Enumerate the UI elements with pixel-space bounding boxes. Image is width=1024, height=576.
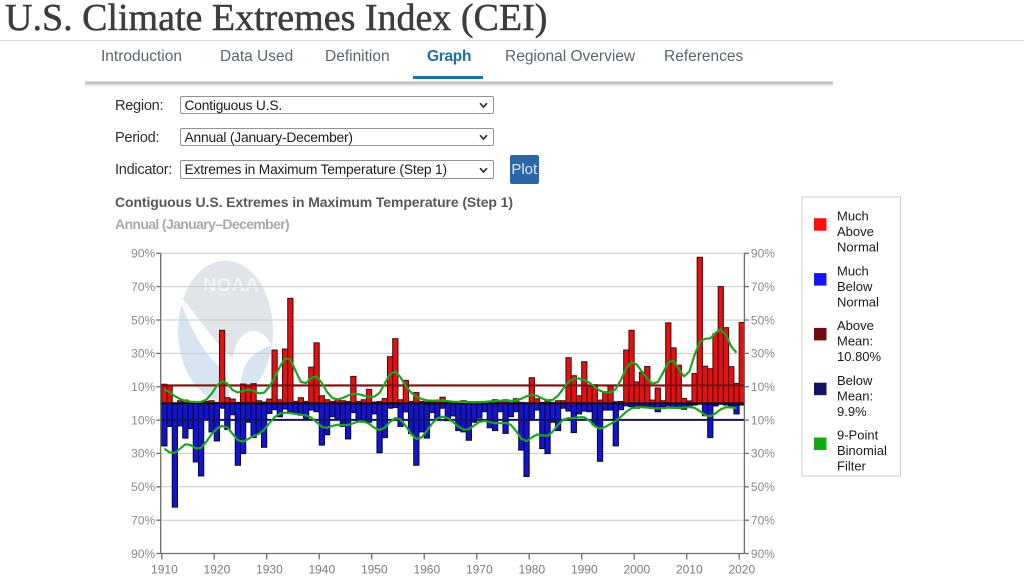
svg-text:Mean:: Mean: [837,388,873,403]
svg-text:1990: 1990 [571,563,598,576]
svg-text:1960: 1960 [413,563,440,576]
svg-text:30%: 30% [751,347,775,361]
svg-text:1970: 1970 [466,563,493,576]
svg-text:1930: 1930 [256,563,283,576]
svg-text:Much: Much [837,263,869,278]
svg-text:70%: 70% [751,280,775,294]
svg-text:Much: Much [837,209,869,224]
svg-text:10%: 10% [751,380,775,394]
svg-text:50%: 50% [131,480,155,494]
svg-text:9.9%: 9.9% [837,404,867,419]
svg-text:1980: 1980 [518,563,545,576]
svg-text:30%: 30% [131,347,155,361]
svg-text:90%: 90% [131,247,155,261]
svg-text:Below: Below [837,373,873,388]
svg-text:70%: 70% [751,514,775,528]
svg-text:10%: 10% [751,413,775,427]
svg-text:1910: 1910 [151,563,178,576]
svg-text:Above: Above [837,318,874,333]
svg-text:10%: 10% [131,413,155,427]
svg-text:NOAA: NOAA [203,274,259,295]
svg-text:9-Point: 9-Point [837,428,879,443]
svg-text:90%: 90% [131,547,155,561]
svg-text:10.80%: 10.80% [837,349,882,364]
svg-text:70%: 70% [131,514,155,528]
svg-text:50%: 50% [751,313,775,327]
svg-text:2010: 2010 [676,563,703,576]
svg-text:70%: 70% [131,280,155,294]
svg-text:2000: 2000 [623,563,650,576]
svg-text:2020: 2020 [728,563,755,576]
svg-text:Filter: Filter [837,459,867,474]
svg-text:10%: 10% [131,380,155,394]
svg-text:1940: 1940 [308,563,335,576]
svg-text:Mean:: Mean: [837,334,873,349]
svg-text:30%: 30% [131,447,155,461]
svg-text:90%: 90% [751,247,775,261]
svg-text:Above: Above [837,224,874,239]
svg-text:Binomial: Binomial [837,443,887,458]
svg-text:50%: 50% [751,480,775,494]
svg-text:50%: 50% [131,313,155,327]
svg-text:30%: 30% [751,447,775,461]
svg-text:1950: 1950 [361,563,388,576]
svg-text:90%: 90% [751,547,775,561]
svg-text:Normal: Normal [837,240,879,255]
svg-text:1920: 1920 [204,563,231,576]
svg-text:Below: Below [837,279,873,294]
svg-text:Normal: Normal [837,294,879,309]
